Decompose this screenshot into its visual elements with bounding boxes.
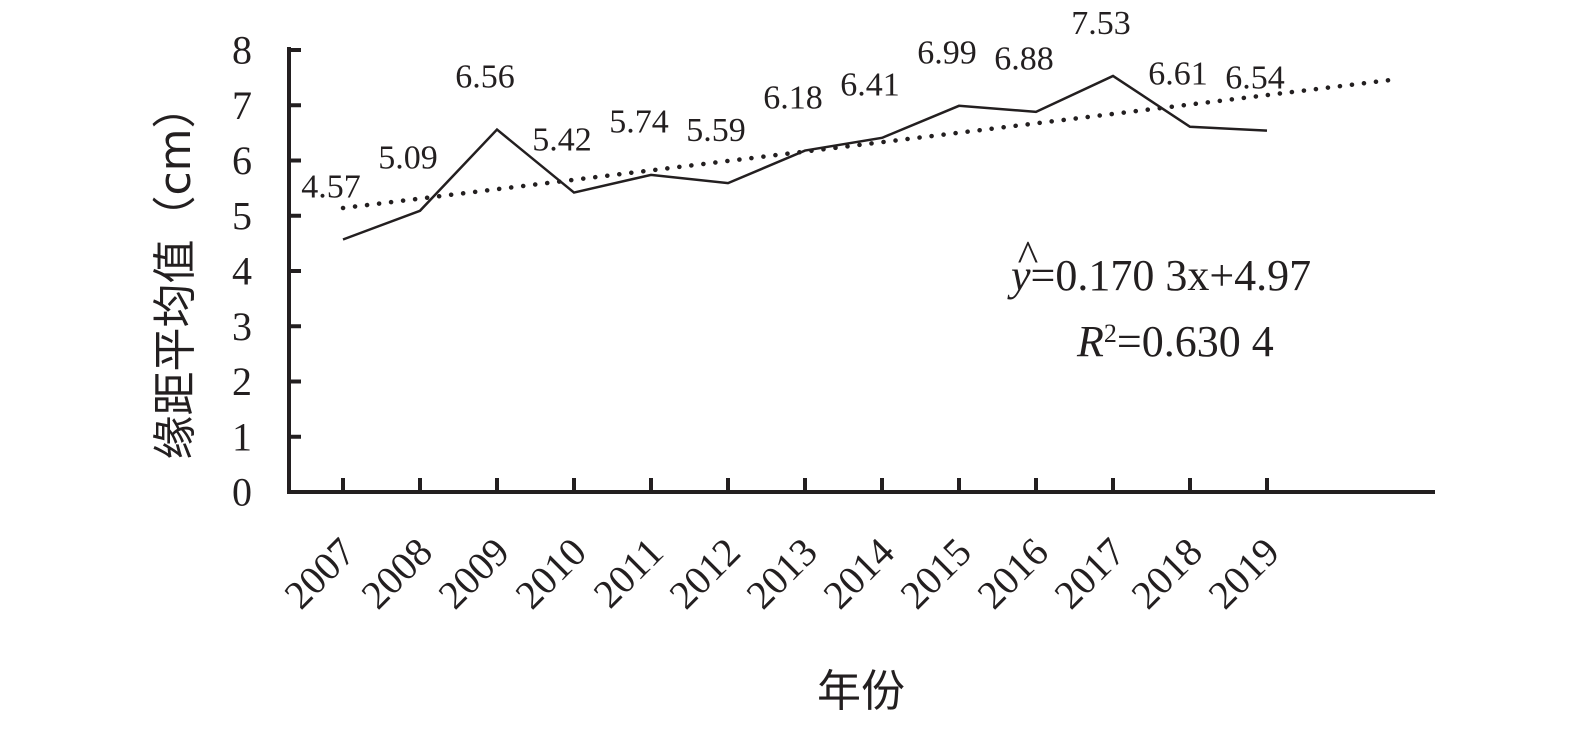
r-squared-superscript: 2 (1104, 319, 1117, 348)
y-tick-label: 7 (232, 83, 252, 128)
x-ticks: 2007200820092010201120122013201420152016… (275, 478, 1288, 617)
r-squared-symbol: R (1076, 317, 1104, 366)
data-label: 7.53 (1071, 5, 1131, 42)
y-tick-label: 1 (232, 414, 252, 459)
data-label: 6.54 (1225, 59, 1285, 96)
y-tick-label: 5 (232, 193, 252, 238)
data-label: 5.59 (686, 112, 746, 149)
y-ticks: 0 1 2 3 4 5 6 7 8 (232, 28, 301, 515)
x-tick-label: 2007 (275, 529, 363, 617)
r-squared-value: =0.630 4 (1117, 317, 1274, 366)
equation-rhs: =0.170 3x+4.97 (1031, 251, 1312, 300)
regression-equation: ^ y=0.170 3x+4.97 R2=0.630 4 (1007, 232, 1311, 366)
y-tick-label: 4 (232, 249, 252, 294)
x-tick-label: 2016 (968, 529, 1056, 617)
data-label: 6.18 (763, 79, 823, 116)
x-tick-label: 2011 (585, 529, 672, 616)
x-tick-label: 2017 (1045, 529, 1133, 617)
data-labels: 4.57 5.09 6.56 5.42 5.74 5.59 6.18 6.41 6.99 6.88… (301, 5, 1285, 206)
data-label: 5.74 (609, 104, 669, 141)
x-axis-title: 年份 (817, 666, 905, 717)
x-tick-label: 2012 (660, 529, 748, 617)
x-tick-label: 2019 (1199, 529, 1287, 617)
equation-caret: ^ (1018, 232, 1039, 281)
data-label: 6.56 (455, 58, 515, 95)
x-tick-label: 2008 (352, 529, 440, 617)
y-axis-title: 缘距平均值（cm） (150, 84, 201, 459)
y-tick-label: 8 (232, 28, 252, 73)
series-line (342, 74, 1268, 241)
data-label: 4.57 (301, 168, 361, 205)
y-tick-label: 6 (232, 138, 252, 183)
equation-line: y=0.170 3x+4.97 (1007, 251, 1311, 300)
r-squared-line: R2=0.630 4 (1076, 317, 1274, 366)
x-tick-label: 2009 (429, 529, 517, 617)
data-label: 6.41 (840, 67, 900, 104)
data-label: 5.42 (532, 121, 592, 158)
x-tick-label: 2015 (891, 529, 979, 617)
data-label: 6.61 (1148, 56, 1208, 93)
x-tick-label: 2013 (737, 529, 825, 617)
equation-lhs: y (1007, 251, 1031, 300)
data-label: 6.88 (994, 41, 1054, 78)
x-tick-label: 2010 (506, 529, 594, 617)
x-tick-label: 2014 (814, 529, 902, 617)
series (342, 74, 1268, 241)
x-tick-label: 2018 (1122, 529, 1210, 617)
y-tick-label: 3 (232, 304, 252, 349)
y-tick-label: 2 (232, 359, 252, 404)
data-label: 5.09 (378, 140, 438, 177)
data-label: 6.99 (917, 35, 977, 72)
trendline (340, 76, 1401, 211)
trendline-path (340, 76, 1401, 211)
y-tick-label: 0 (232, 470, 252, 515)
